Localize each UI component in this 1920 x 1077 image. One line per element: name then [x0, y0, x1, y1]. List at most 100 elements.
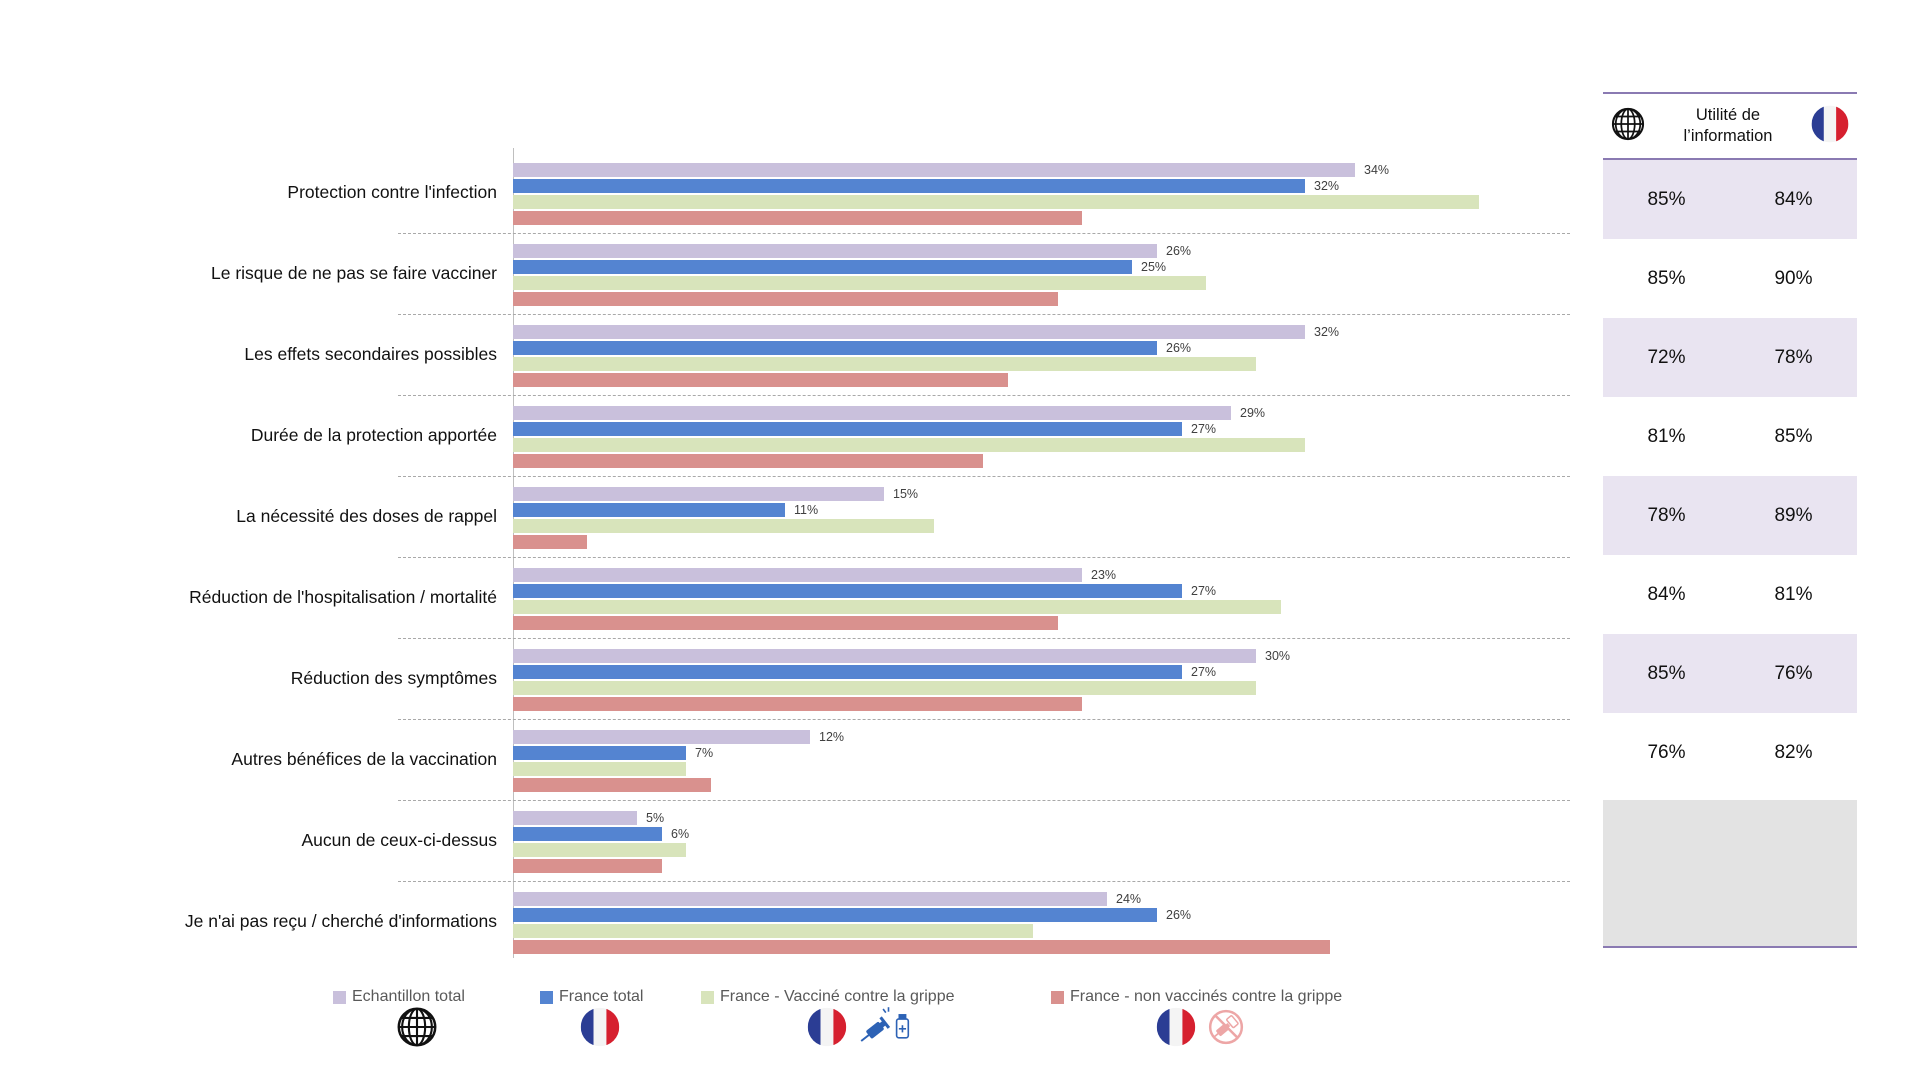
bar-3-cat-7: [513, 778, 711, 792]
table-cell-france: 76%: [1774, 662, 1813, 684]
table-row: 85% 90%: [1603, 239, 1857, 318]
table-row: 72% 78%: [1603, 318, 1857, 397]
bar-0-cat-0: [513, 163, 1355, 177]
row-separator: [398, 719, 1570, 720]
table-rows: 85% 84% 85% 90% 72% 78% 81% 85% 78% 89% …: [1603, 160, 1857, 792]
bar-3-cat-0: [513, 211, 1082, 225]
bar-value-label: 26%: [1166, 908, 1192, 922]
bar-1-cat-7: [513, 746, 686, 760]
bar-0-cat-3: [513, 406, 1231, 420]
footer-icon-france-flag-plus-syringe: [805, 1005, 911, 1049]
legend-label: France - non vaccinés contre la grippe: [1070, 988, 1343, 1005]
bar-value-label: 25%: [1141, 260, 1167, 274]
bar-3-cat-8: [513, 859, 662, 873]
bar-2-cat-6: [513, 681, 1256, 695]
bar-1-cat-0: [513, 179, 1305, 193]
table-row: 85% 76%: [1603, 634, 1857, 713]
table-cell-global: 81%: [1647, 425, 1686, 447]
legend-swatch: [540, 990, 553, 1004]
bar-value-label: 29%: [1240, 406, 1266, 420]
table-cell-france: 89%: [1774, 504, 1813, 526]
bar-1-cat-1: [513, 260, 1132, 274]
bar-value-label: 24%: [1116, 892, 1142, 906]
bar-3-cat-5: [513, 616, 1058, 630]
table-title: Utilité de l’information: [1683, 106, 1773, 145]
bar-2-cat-3: [513, 438, 1305, 452]
bar-0-cat-5: [513, 568, 1082, 582]
row-separator: [398, 881, 1570, 882]
table-cell-france: 82%: [1774, 741, 1813, 763]
legend-label: France total: [559, 988, 644, 1005]
table-cell-france: 81%: [1774, 583, 1813, 605]
bar-3-cat-3: [513, 454, 983, 468]
bar-3-cat-6: [513, 697, 1082, 711]
category-label: Les effets secondaires possibles: [244, 344, 497, 364]
bar-value-label: 7%: [695, 746, 714, 760]
bar-2-cat-9: [513, 924, 1033, 938]
table-cell-global: 72%: [1647, 346, 1686, 368]
category-label: Réduction des symptômes: [290, 668, 497, 688]
legend-item: France - non vaccinés contre la grippe: [1051, 988, 1343, 1005]
table-cell-global: 85%: [1647, 188, 1686, 210]
footer-icon-globe: [394, 1005, 440, 1049]
bar-1-cat-9: [513, 908, 1157, 922]
bar-2-cat-0: [513, 195, 1479, 209]
table-cell-global: 78%: [1647, 504, 1686, 526]
legend-item: France total: [540, 988, 644, 1005]
table-cell-global: 76%: [1647, 741, 1686, 763]
table-cell-france: 90%: [1774, 267, 1813, 289]
globe-icon: [397, 1007, 437, 1047]
bar-0-cat-1: [513, 244, 1157, 258]
bar-2-cat-8: [513, 843, 686, 857]
table-row: 76% 82%: [1603, 713, 1857, 792]
bar-value-label: 23%: [1091, 568, 1117, 582]
table-cell-france: 78%: [1774, 346, 1813, 368]
chart-axis-line: [513, 148, 514, 958]
bar-2-cat-5: [513, 600, 1281, 614]
bar-value-label: 27%: [1191, 584, 1217, 598]
france-flag-icon: [1811, 105, 1849, 142]
bar-value-label: 34%: [1364, 163, 1390, 177]
table-row: 85% 84%: [1603, 160, 1857, 239]
row-separator: [398, 233, 1570, 234]
bar-value-label: 12%: [819, 730, 845, 744]
legend-swatch: [701, 990, 714, 1004]
bar-1-cat-5: [513, 584, 1182, 598]
table-row: 84% 81%: [1603, 555, 1857, 634]
row-separator: [398, 638, 1570, 639]
table-bottom-border: [1603, 946, 1857, 948]
bar-value-label: 6%: [671, 827, 690, 841]
bar-3-cat-4: [513, 535, 587, 549]
bar-2-cat-2: [513, 357, 1256, 371]
usefulness-table: Utilité de l’information 85% 84% 85% 90%…: [1603, 92, 1857, 948]
bar-0-cat-9: [513, 892, 1107, 906]
bar-2-cat-1: [513, 276, 1206, 290]
row-separator: [398, 800, 1570, 801]
bar-1-cat-2: [513, 341, 1157, 355]
row-separator: [398, 476, 1570, 477]
bar-1-cat-8: [513, 827, 662, 841]
bar-value-label: 32%: [1314, 179, 1340, 193]
category-label: La nécessité des doses de rappel: [236, 506, 497, 526]
table-cell-global: 85%: [1647, 267, 1686, 289]
table-cell-france: 84%: [1774, 188, 1813, 210]
france-flag-icon: [1809, 103, 1851, 150]
legend-item: Echantillon total: [333, 988, 465, 1005]
bar-3-cat-2: [513, 373, 1008, 387]
bar-value-label: 32%: [1314, 325, 1340, 339]
bar-1-cat-3: [513, 422, 1182, 436]
bar-1-cat-6: [513, 665, 1182, 679]
bar-value-label: 27%: [1191, 665, 1217, 679]
category-label: Protection contre l'infection: [287, 182, 497, 202]
bar-0-cat-8: [513, 811, 637, 825]
table-cell-global: 85%: [1647, 662, 1686, 684]
row-separator: [398, 395, 1570, 396]
bar-0-cat-6: [513, 649, 1256, 663]
table-header: Utilité de l’information: [1603, 94, 1857, 158]
bar-3-cat-1: [513, 292, 1058, 306]
bar-1-cat-4: [513, 503, 785, 517]
row-separator: [398, 557, 1570, 558]
syringe-vial-icon: [860, 1007, 910, 1042]
category-label: Réduction de l'hospitalisation / mortali…: [189, 587, 497, 607]
